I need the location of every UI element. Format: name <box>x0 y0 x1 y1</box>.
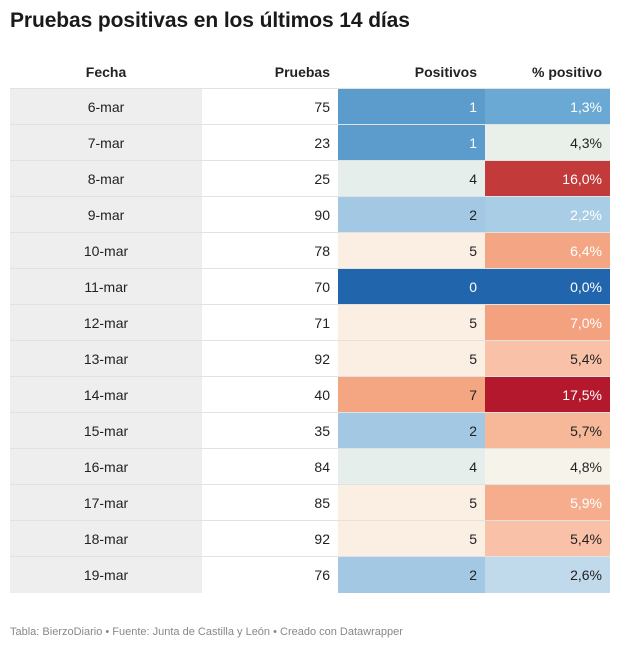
cell-porcentaje: 5,7% <box>485 412 610 449</box>
chart-title: Pruebas positivas en los últimos 14 días <box>10 9 410 32</box>
cell-porcentaje: 5,9% <box>485 484 610 521</box>
cell-fecha: 19-mar <box>10 556 202 593</box>
cell-pruebas: 23 <box>202 124 338 161</box>
cell-positivos: 5 <box>338 340 485 377</box>
cell-fecha: 14-mar <box>10 376 202 413</box>
cell-porcentaje: 7,0% <box>485 304 610 341</box>
cell-positivos: 7 <box>338 376 485 413</box>
table-row: 18-mar 92 5 5,4% <box>10 520 610 557</box>
table-row: 19-mar 76 2 2,6% <box>10 556 610 593</box>
table-row: 8-mar 25 4 16,0% <box>10 160 610 197</box>
cell-porcentaje: 2,6% <box>485 556 610 593</box>
cell-fecha: 11-mar <box>10 268 202 305</box>
cell-fecha: 8-mar <box>10 160 202 197</box>
table-row: 13-mar 92 5 5,4% <box>10 340 610 377</box>
cell-pruebas: 84 <box>202 448 338 485</box>
cell-pruebas: 70 <box>202 268 338 305</box>
table-row: 7-mar 23 1 4,3% <box>10 124 610 161</box>
cell-positivos: 5 <box>338 484 485 521</box>
cell-porcentaje: 4,3% <box>485 124 610 161</box>
cell-pruebas: 76 <box>202 556 338 593</box>
cell-porcentaje: 17,5% <box>485 376 610 413</box>
cell-porcentaje: 5,4% <box>485 520 610 557</box>
cell-positivos: 2 <box>338 196 485 233</box>
cell-porcentaje: 2,2% <box>485 196 610 233</box>
data-table: Fecha Pruebas Positivos % positivo 6-mar… <box>10 56 610 593</box>
cell-fecha: 6-mar <box>10 88 202 125</box>
cell-porcentaje: 5,4% <box>485 340 610 377</box>
cell-fecha: 7-mar <box>10 124 202 161</box>
cell-pruebas: 78 <box>202 232 338 269</box>
cell-positivos: 0 <box>338 268 485 305</box>
table-row: 6-mar 75 1 1,3% <box>10 88 610 125</box>
cell-fecha: 16-mar <box>10 448 202 485</box>
cell-pruebas: 71 <box>202 304 338 341</box>
cell-porcentaje: 6,4% <box>485 232 610 269</box>
table-row: 17-mar 85 5 5,9% <box>10 484 610 521</box>
column-header-porcentaje: % positivo <box>531 64 602 80</box>
cell-fecha: 12-mar <box>10 304 202 341</box>
table-body: 6-mar 75 1 1,3% 7-mar 23 1 4,3% 8-mar 25 4 16,0% 9-m… <box>10 88 610 593</box>
cell-positivos: 5 <box>338 304 485 341</box>
cell-pruebas: 25 <box>202 160 338 197</box>
cell-positivos: 5 <box>338 232 485 269</box>
cell-pruebas: 40 <box>202 376 338 413</box>
table-row: 15-mar 35 2 5,7% <box>10 412 610 449</box>
cell-positivos: 5 <box>338 520 485 557</box>
cell-positivos: 2 <box>338 556 485 593</box>
cell-porcentaje: 4,8% <box>485 448 610 485</box>
cell-porcentaje: 1,3% <box>485 88 610 125</box>
table-row: 10-mar 78 5 6,4% <box>10 232 610 269</box>
cell-positivos: 4 <box>338 448 485 485</box>
cell-fecha: 9-mar <box>10 196 202 233</box>
cell-fecha: 18-mar <box>10 520 202 557</box>
cell-porcentaje: 0,0% <box>485 268 610 305</box>
column-header-pruebas: Pruebas <box>274 64 330 80</box>
cell-positivos: 2 <box>338 412 485 449</box>
cell-pruebas: 92 <box>202 520 338 557</box>
cell-fecha: 13-mar <box>10 340 202 377</box>
table-row: 16-mar 84 4 4,8% <box>10 448 610 485</box>
column-header-positivos: Positivos <box>414 64 477 80</box>
cell-fecha: 10-mar <box>10 232 202 269</box>
column-header-fecha: Fecha <box>85 64 127 80</box>
cell-pruebas: 85 <box>202 484 338 521</box>
cell-pruebas: 75 <box>202 88 338 125</box>
table-header-row: Fecha Pruebas Positivos % positivo <box>10 56 610 89</box>
table-row: 9-mar 90 2 2,2% <box>10 196 610 233</box>
cell-fecha: 15-mar <box>10 412 202 449</box>
cell-pruebas: 35 <box>202 412 338 449</box>
cell-positivos: 1 <box>338 88 485 125</box>
cell-positivos: 4 <box>338 160 485 197</box>
cell-pruebas: 90 <box>202 196 338 233</box>
cell-fecha: 17-mar <box>10 484 202 521</box>
table-row: 14-mar 40 7 17,5% <box>10 376 610 413</box>
cell-pruebas: 92 <box>202 340 338 377</box>
table-row: 11-mar 70 0 0,0% <box>10 268 610 305</box>
cell-porcentaje: 16,0% <box>485 160 610 197</box>
cell-positivos: 1 <box>338 124 485 161</box>
footer-credits: Tabla: BierzoDiario • Fuente: Junta de C… <box>10 626 403 638</box>
table-row: 12-mar 71 5 7,0% <box>10 304 610 341</box>
